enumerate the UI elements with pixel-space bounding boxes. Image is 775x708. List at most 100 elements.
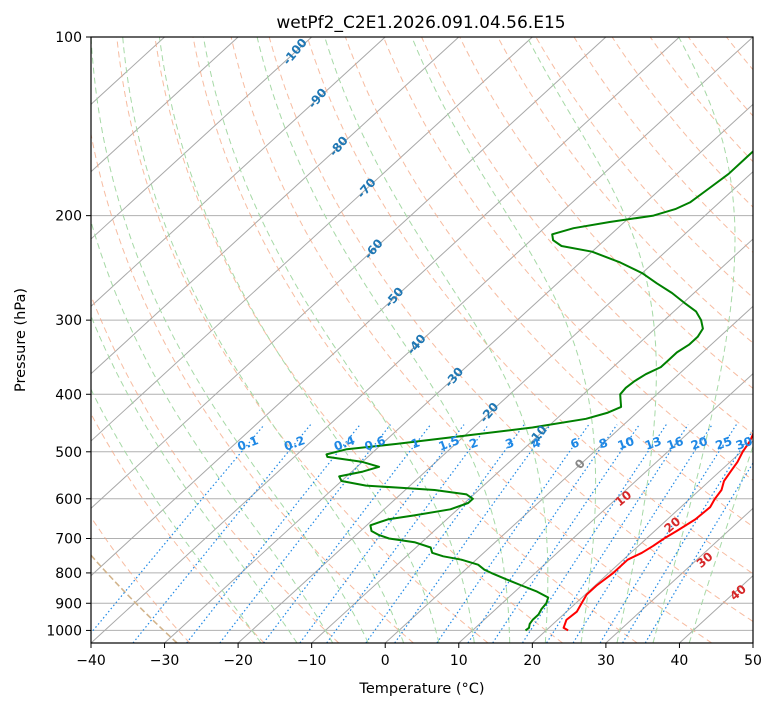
dry-adiabat bbox=[383, 37, 753, 481]
moist-adiabats bbox=[91, 37, 753, 643]
y-axis-label: Pressure (hPa) bbox=[13, 288, 29, 392]
dry-adiabat bbox=[116, 37, 489, 643]
mixing-ratio-line bbox=[326, 424, 489, 643]
mixing-ratio-line bbox=[91, 424, 265, 634]
mixing-ratio-line bbox=[365, 424, 525, 643]
y-tick-label: 100 bbox=[55, 30, 82, 46]
dry-adiabat bbox=[649, 37, 753, 163]
isotherm bbox=[237, 170, 753, 643]
dry-adiabat bbox=[91, 294, 340, 643]
y-tick-label: 300 bbox=[55, 313, 82, 329]
y-tick-label: 500 bbox=[55, 445, 82, 461]
plot-frame bbox=[90, 36, 754, 644]
dry-adiabat bbox=[192, 37, 638, 643]
x-tick-label: 10 bbox=[450, 653, 468, 669]
mixing-ratio-label: 0.2 bbox=[282, 433, 307, 453]
dry-adiabat bbox=[306, 37, 753, 575]
isotherm bbox=[91, 37, 680, 577]
isotherm bbox=[384, 305, 753, 643]
x-tick-label: −20 bbox=[223, 653, 253, 669]
mixing-ratio-label: 25 bbox=[713, 434, 733, 453]
mixing-ratio-label: 13 bbox=[643, 434, 663, 453]
dry-adiabat bbox=[497, 37, 753, 344]
mixing-ratio-line bbox=[572, 424, 713, 643]
isotherm bbox=[605, 507, 753, 643]
isotherm bbox=[164, 103, 753, 643]
moist-adiabat bbox=[256, 37, 511, 643]
mixing-ratio-label: 20 bbox=[689, 434, 709, 453]
moist-adiabat bbox=[91, 219, 334, 643]
isotherm bbox=[91, 37, 239, 173]
dry-adiabats bbox=[91, 37, 753, 643]
chart-title: wetPf2_C2E1.2026.091.04.56.E15 bbox=[276, 13, 565, 33]
x-axis-ticks: −40 −30 −20 −10 0 10 20 30 40 50 bbox=[76, 643, 762, 669]
x-tick-label: 20 bbox=[523, 653, 541, 669]
x-tick-label: 50 bbox=[744, 653, 762, 669]
isotherm bbox=[531, 440, 753, 643]
dry-adiabat bbox=[230, 37, 713, 643]
isotherm bbox=[91, 37, 386, 308]
y-tick-label: 800 bbox=[55, 566, 82, 582]
mixing-ratio-line bbox=[546, 424, 689, 643]
dry-adiabat bbox=[91, 412, 265, 643]
x-tick-label: 40 bbox=[671, 653, 689, 669]
y-tick-label: 700 bbox=[55, 532, 82, 548]
y-tick-label: 400 bbox=[55, 387, 82, 403]
moist-adiabat bbox=[652, 37, 736, 643]
isotherm bbox=[91, 37, 753, 643]
isotherm bbox=[91, 37, 460, 375]
mixing-ratio-label: 1.5 bbox=[437, 433, 462, 453]
dry-adiabat bbox=[91, 516, 191, 643]
mixing-ratio-label: 0.1 bbox=[236, 433, 261, 453]
x-tick-label: −10 bbox=[297, 653, 327, 669]
sounding-traces bbox=[325, 150, 753, 632]
x-tick-label: 30 bbox=[597, 653, 615, 669]
x-tick-label: 0 bbox=[381, 653, 390, 669]
mixing-ratio-line bbox=[467, 424, 618, 643]
isotherm bbox=[311, 238, 753, 643]
x-tick-label: −30 bbox=[150, 653, 180, 669]
dry-adiabat bbox=[535, 37, 753, 299]
mixing-ratio-line bbox=[186, 424, 361, 643]
dry-adiabat bbox=[91, 131, 414, 643]
isotherm bbox=[91, 37, 533, 442]
mixing-ratio-line bbox=[599, 424, 737, 643]
dry-adiabat bbox=[344, 37, 753, 528]
moist-adiabat bbox=[122, 37, 405, 643]
isotherm bbox=[91, 37, 313, 240]
dry-adiabat bbox=[268, 37, 753, 623]
skewed-isotherms bbox=[91, 37, 753, 643]
moist-adiabat bbox=[158, 37, 440, 643]
moist-adiabat bbox=[688, 444, 753, 643]
y-tick-label: 600 bbox=[55, 492, 82, 508]
isotherm bbox=[91, 37, 607, 510]
moist-adiabat bbox=[91, 314, 298, 643]
mixing-ratio-label: 30 bbox=[734, 434, 754, 453]
y-axis-ticks: 1000 900 800 700 600 500 400 300 200 100 bbox=[46, 30, 91, 639]
mixing-ratio-line bbox=[622, 429, 753, 643]
mixing-ratio-line bbox=[263, 424, 432, 643]
mixing-ratio-line bbox=[132, 424, 312, 643]
mixing-ratio-line bbox=[299, 424, 465, 643]
dry-adiabat bbox=[459, 37, 753, 390]
x-axis-label: Temperature (°C) bbox=[358, 681, 484, 697]
mixing-ratio-lines bbox=[91, 424, 753, 643]
mixing-ratio-label: 0.6 bbox=[363, 433, 388, 453]
mixing-ratio-line bbox=[436, 424, 590, 643]
mixing-ratio-line bbox=[394, 424, 551, 643]
dewpoint-trace bbox=[325, 150, 753, 632]
dry-adiabat bbox=[421, 37, 753, 435]
moist-adiabat bbox=[202, 37, 475, 643]
moist-adiabat bbox=[91, 37, 369, 643]
dry-adiabat bbox=[573, 37, 753, 254]
isotherm bbox=[458, 372, 753, 643]
mixing-ratio-label: 10 bbox=[616, 434, 636, 453]
y-tick-label: 200 bbox=[55, 209, 82, 225]
y-tick-label: 900 bbox=[55, 596, 82, 612]
moist-adiabat bbox=[91, 388, 262, 643]
moist-adiabat bbox=[411, 37, 597, 643]
temperature-trace bbox=[562, 432, 753, 632]
mixing-ratio-label: 16 bbox=[665, 434, 685, 453]
